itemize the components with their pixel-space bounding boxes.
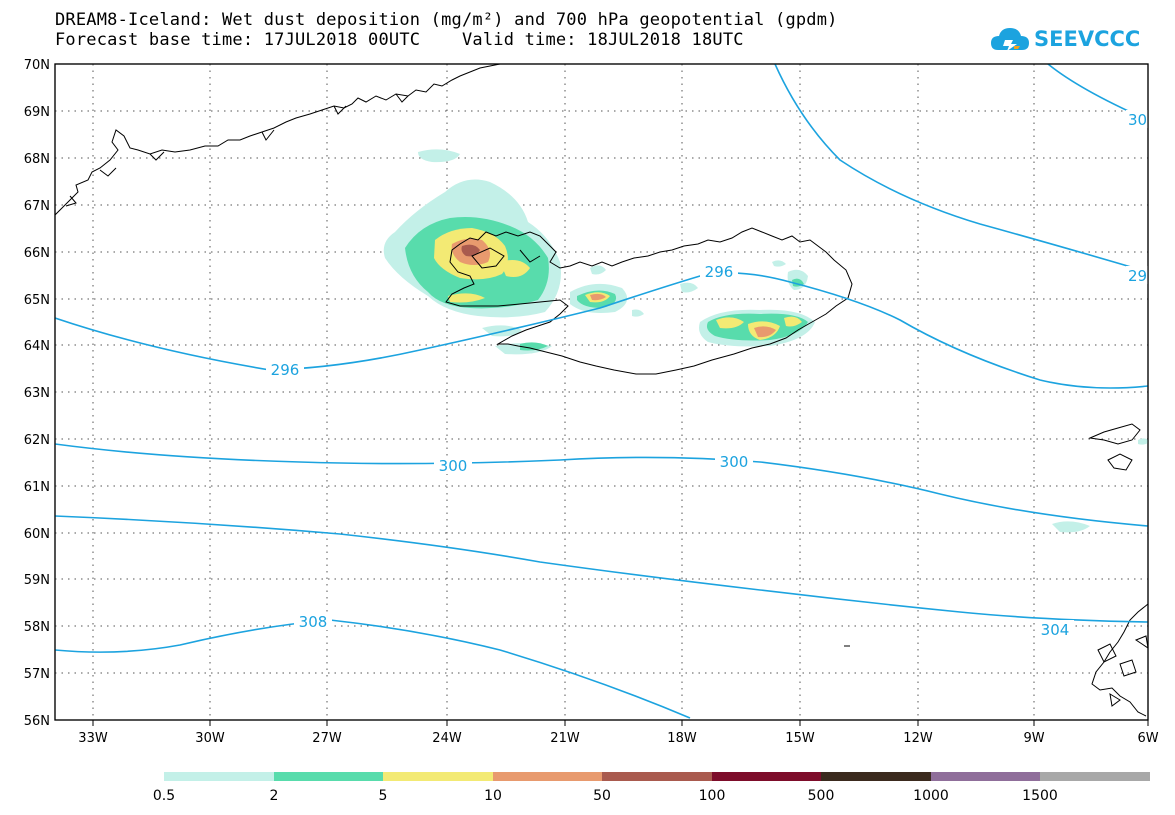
colorbar-label: 2 (270, 788, 279, 804)
lat-label: 59N (24, 573, 50, 588)
lat-label: 56N (24, 714, 50, 729)
contour-label-300-west: 300 (439, 457, 468, 475)
iceland-coast (445, 227, 853, 375)
colorbar-swatch (493, 772, 603, 781)
colorbar-swatch (383, 772, 493, 781)
colorbar-swatch (712, 772, 822, 781)
lat-label: 64N (24, 339, 50, 354)
lat-label: 67N (24, 199, 50, 214)
contour-308-a (55, 619, 691, 719)
colorbar-swatch (164, 772, 274, 781)
contour-300-b (774, 64, 1148, 273)
colorbar-label: 5 (379, 788, 388, 804)
contour-label-304: 304 (1041, 621, 1070, 639)
lon-label: 24W (432, 731, 462, 746)
lon-label: 27W (312, 731, 342, 746)
lon-label: 18W (667, 731, 697, 746)
colorbar-swatch (821, 772, 931, 781)
colorbar-label: 10 (484, 788, 502, 804)
seevccc-logo: SEEVCCC (990, 22, 1140, 56)
lat-label: 69N (24, 105, 50, 120)
lat-label: 58N (24, 620, 50, 635)
colorbar: 0.5 2 5 10 50 100 500 1000 1500 (153, 772, 1150, 804)
scotland-coast (1091, 603, 1148, 717)
colorbar-label: 1500 (1022, 788, 1058, 804)
contour-label-300-east: 300 (720, 453, 749, 471)
contour-label-296-east: 296 (705, 263, 734, 281)
colorbar-swatch (274, 772, 384, 781)
lon-label: 33W (78, 731, 108, 746)
map-title: DREAM8-Iceland: Wet dust deposition (mg/… (55, 10, 838, 30)
lat-label: 70N (24, 58, 50, 73)
longitude-labels: 33W 30W 27W 24W 21W 18W 15W 12W 9W 6W (78, 731, 1158, 746)
lat-label: 66N (24, 246, 50, 261)
lat-label: 61N (24, 480, 50, 495)
colorbar-label: 0.5 (153, 788, 175, 804)
lat-label: 60N (24, 527, 50, 542)
lon-label: 6W (1137, 731, 1158, 746)
lon-label: 9W (1023, 731, 1044, 746)
latitude-labels: 70N 69N 68N 67N 66N 65N 64N 63N 62N 61N … (24, 58, 50, 729)
coastlines (55, 64, 1148, 717)
cloud-icon (991, 28, 1029, 51)
lon-label: 12W (903, 731, 933, 746)
colorbar-label: 1000 (913, 788, 949, 804)
contour-label-296-west: 296 (271, 361, 300, 379)
contour-label-308: 308 (299, 613, 328, 631)
logo-text: SEEVCCC (1034, 27, 1141, 51)
dust-deposition-shading (383, 149, 1148, 533)
colorbar-swatch (931, 772, 1041, 781)
lon-label: 30W (195, 731, 225, 746)
lon-label: 21W (550, 731, 580, 746)
colorbar-label: 500 (808, 788, 835, 804)
contour-304-a (55, 515, 1148, 623)
lat-label: 68N (24, 152, 50, 167)
colorbar-label: 50 (593, 788, 611, 804)
deposition-area-50 (461, 244, 480, 257)
map-subtitle: Forecast base time: 17JUL2018 00UTC Vali… (55, 30, 744, 50)
contour-300-a (55, 443, 1148, 527)
lat-label: 63N (24, 386, 50, 401)
contour-label-30-partial: 30 (1128, 111, 1147, 129)
lat-label: 57N (24, 667, 50, 682)
lat-label: 62N (24, 433, 50, 448)
lat-label: 65N (24, 293, 50, 308)
contour-labels: 296 296 300 300 308 304 30 29 (266, 110, 1148, 639)
lon-label: 15W (785, 731, 815, 746)
colorbar-label: 100 (699, 788, 726, 804)
colorbar-swatch (602, 772, 712, 781)
contour-label-29-partial: 29 (1128, 267, 1147, 285)
colorbar-swatch (1040, 772, 1150, 781)
